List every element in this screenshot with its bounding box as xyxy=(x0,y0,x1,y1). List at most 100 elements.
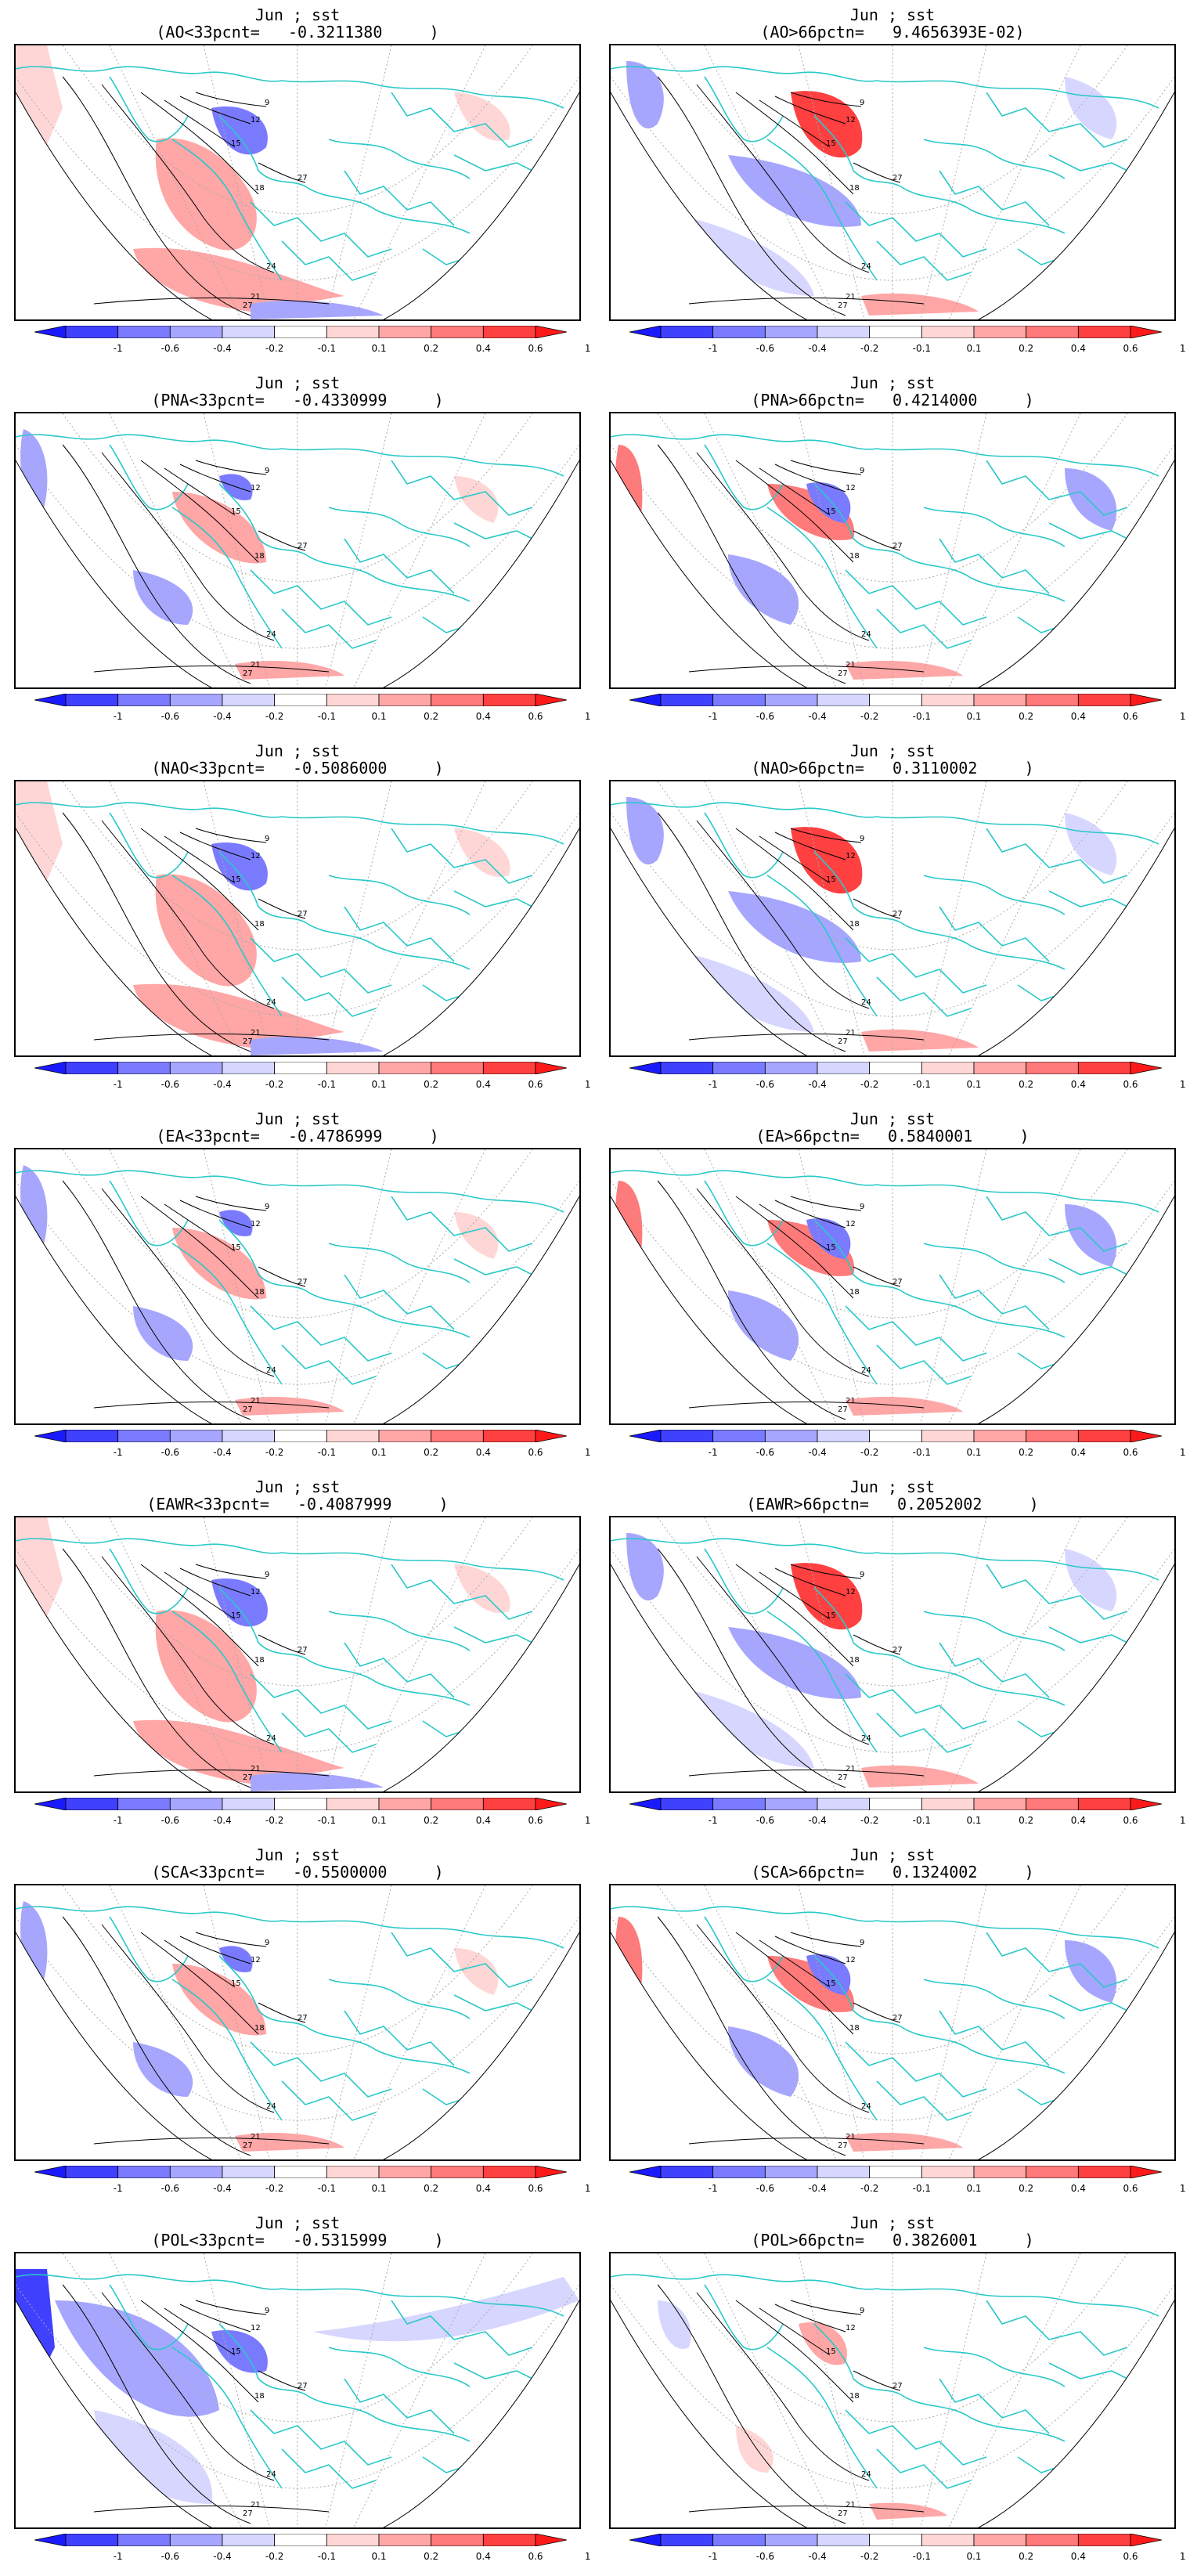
colorbar-tick-label: 0.6 xyxy=(1123,2183,1138,2194)
sst-contour xyxy=(853,898,901,919)
colorbar-tick-label: 0.1 xyxy=(371,2183,387,2194)
contour-label: 15 xyxy=(231,139,241,148)
latitude-circle xyxy=(62,413,533,583)
contour-label: 18 xyxy=(254,1288,265,1297)
anomaly-patch xyxy=(155,1610,257,1723)
anomaly-patch xyxy=(861,293,979,316)
contour-label: 24 xyxy=(861,998,871,1007)
latitude-circle xyxy=(62,1517,533,1687)
colorbar-box xyxy=(117,1798,171,1810)
colorbar-box xyxy=(869,2534,922,2546)
anomaly-patch xyxy=(172,1228,266,1300)
coastline xyxy=(876,2288,1159,2317)
colorbar-tick-label: 0.4 xyxy=(475,2183,491,2194)
colorbar-box xyxy=(869,326,922,338)
coastline xyxy=(876,448,1159,477)
contour-label: 27 xyxy=(838,1773,848,1782)
sst-contour xyxy=(759,467,831,516)
map-frame: 27 24 18 15 12 9 21 27 xyxy=(609,412,1176,689)
contour-label: 15 xyxy=(826,507,836,516)
colorbar-ticks: -1 -0.6 -0.4 -0.2 -0.1 0.1 0.2 0.4 0.6 1 xyxy=(34,711,591,723)
colorbar-box xyxy=(326,1798,380,1810)
colorbar-box xyxy=(921,1430,975,1442)
map-frame: 27 24 18 15 12 9 21 27 xyxy=(609,1884,1176,2161)
colorbar-tick-label: 0.1 xyxy=(966,1815,982,1826)
colorbar-tick-label: -1 xyxy=(113,1447,123,1458)
anomaly-patch xyxy=(767,1220,855,1276)
coastline xyxy=(305,1290,471,1338)
colorbar-tick-label: 1 xyxy=(1179,1447,1186,1458)
colorbar-tick-label: 0.2 xyxy=(1019,1079,1034,1090)
coastline xyxy=(344,170,455,226)
panel-title-line2: (AO<33pcnt= -0.3211380 ) xyxy=(156,23,439,41)
anomaly-patch xyxy=(791,1563,863,1630)
colorbar-graphic xyxy=(629,1430,1162,1442)
panel-title-line2: (PNA<33pcnt= -0.4330999 ) xyxy=(151,391,444,409)
colorbar-box xyxy=(482,326,536,338)
coastline xyxy=(109,812,189,879)
contour-label: 27 xyxy=(838,301,848,310)
contour-label: 18 xyxy=(254,920,265,929)
domain-edge xyxy=(611,1564,1174,1791)
coastline xyxy=(328,1979,471,2019)
colorbar-tick-label: -0.2 xyxy=(265,1815,284,1826)
colorbar-graphic xyxy=(629,2534,1162,2546)
coastline xyxy=(876,1920,1159,1949)
colorbar-box xyxy=(660,1798,714,1810)
sst-contour xyxy=(93,1770,330,1777)
contour-label: 18 xyxy=(254,1656,265,1665)
colorbar-box xyxy=(169,1798,223,1810)
colorbar-tick-label: -0.2 xyxy=(860,343,879,354)
coastline xyxy=(391,2300,533,2356)
colorbar: -1 -0.6 -0.4 -0.2 -0.1 0.1 0.2 0.4 0.6 1 xyxy=(34,326,590,354)
colorbar-tick-label: -0.1 xyxy=(912,2551,932,2562)
colorbar-tick-label: -0.2 xyxy=(265,343,284,354)
colorbar-box xyxy=(169,2534,223,2546)
colorbar-box xyxy=(1077,2166,1131,2178)
colorbar-box xyxy=(660,326,714,338)
contour-label: 9 xyxy=(265,99,269,107)
contour-label: 18 xyxy=(849,2024,860,2033)
colorbar-tick-label: -0.6 xyxy=(755,1079,775,1090)
coastline xyxy=(923,2347,1066,2387)
colorbar-tick-label: 0.2 xyxy=(424,2183,439,2194)
colorbar-tick-label: 0.1 xyxy=(966,1079,982,1090)
contour-label: 18 xyxy=(254,2392,265,2401)
contour-label: 12 xyxy=(846,1220,856,1228)
colorbar-tick-label: 0.6 xyxy=(528,1815,543,1826)
colorbar-box xyxy=(431,2166,484,2178)
colorbar-box xyxy=(378,694,432,706)
sst-contour xyxy=(759,1203,831,1252)
colorbar-tick-label: -0.1 xyxy=(912,1815,932,1826)
sst-contour xyxy=(195,1932,267,1947)
sst-contour xyxy=(179,2304,251,2332)
outside-domain xyxy=(16,1932,579,2159)
coastline xyxy=(344,906,455,962)
sst-contour xyxy=(657,1180,846,1420)
colorbar-tick-label: 0.6 xyxy=(528,1447,543,1458)
contour-label: 12 xyxy=(251,2324,261,2332)
coastline xyxy=(986,92,1128,148)
sst-contour xyxy=(735,460,854,563)
colorbar-left-arrow xyxy=(629,1430,662,1442)
colorbar-left-arrow xyxy=(34,2534,67,2546)
colorbar-box xyxy=(921,694,975,706)
contour-label: 12 xyxy=(251,1956,261,1964)
sst-contour xyxy=(179,832,251,860)
colorbar-box xyxy=(117,2166,171,2178)
anomaly-patch xyxy=(454,1564,510,1613)
colorbar-ticks: -1 -0.6 -0.4 -0.2 -0.1 0.1 0.2 0.4 0.6 1 xyxy=(629,2183,1186,2195)
sst-contour xyxy=(164,835,236,884)
contour-label: 24 xyxy=(266,1734,276,1743)
sst-contour xyxy=(657,2284,846,2524)
sst-contour xyxy=(101,84,275,273)
domain-edge xyxy=(611,460,1174,687)
coastline xyxy=(281,1344,377,1385)
colorbar-box xyxy=(274,326,327,338)
colorbar-left-arrow xyxy=(629,1062,662,1074)
anomaly-patch xyxy=(133,983,344,1048)
colorbar-tick-label: 0.6 xyxy=(528,1079,543,1090)
coastline xyxy=(845,569,987,626)
colorbar-tick-label: -1 xyxy=(113,2183,123,2194)
